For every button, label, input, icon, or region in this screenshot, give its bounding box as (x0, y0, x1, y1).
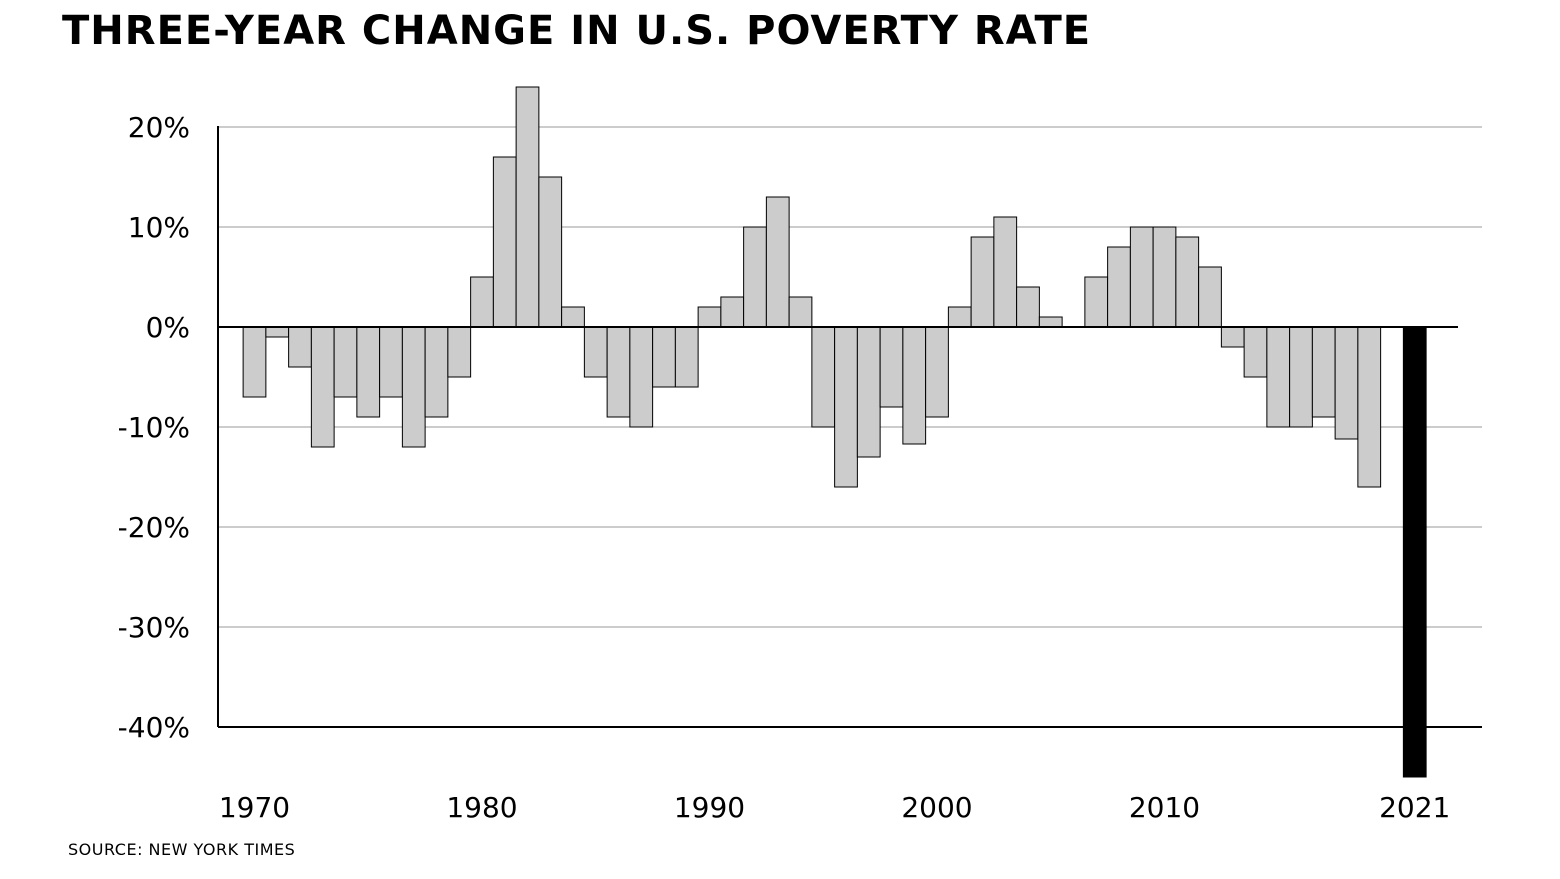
y-tick-labels: 20% 10% 0% -10% -20% -30% -40% (118, 111, 190, 744)
y-tick-label: -10% (118, 411, 190, 444)
x-tick-labels: 1970 1980 1990 2000 2010 2021 (219, 791, 1451, 824)
bar-2018 (1334, 326, 1359, 440)
bar-2002 (970, 236, 995, 328)
x-tick-label: 2010 (1129, 791, 1200, 824)
bar-1979 (447, 326, 472, 378)
y-tick-label: -30% (118, 611, 190, 644)
bar-2001 (947, 306, 972, 328)
bar-1988 (652, 326, 676, 388)
bar-2012 (1198, 266, 1222, 328)
bar-2010 (1152, 226, 1177, 328)
x-tick-label: 2021 (1379, 791, 1450, 824)
bar-1993 (765, 196, 790, 328)
bar-1986 (606, 326, 631, 418)
y-tick-label: 20% (128, 111, 190, 144)
bar-1983 (538, 176, 563, 328)
bar-1999 (902, 326, 927, 445)
bar-2011 (1175, 236, 1200, 328)
bar-2008 (1107, 246, 1131, 328)
bar-2014 (1243, 326, 1268, 378)
bar-1972 (288, 326, 312, 368)
bar-1984 (561, 306, 585, 328)
bar-1978 (424, 326, 449, 418)
bar-1987 (629, 326, 654, 428)
x-tick-label: 1970 (219, 791, 290, 824)
bar-2005 (1038, 316, 1063, 328)
bar-2003 (993, 216, 1018, 328)
x-tick-label: 1980 (446, 791, 517, 824)
y-tick-label: -20% (118, 511, 190, 544)
bar-1997 (856, 326, 881, 458)
chart-title: THREE-YEAR CHANGE IN U.S. POVERTY RATE (62, 8, 1092, 54)
bar-1982 (515, 86, 540, 328)
bar-1989 (674, 326, 699, 388)
bar-1998 (879, 326, 904, 408)
bar-1974 (333, 326, 358, 398)
x-tick-label: 1990 (674, 791, 745, 824)
bar-2019 (1357, 326, 1382, 488)
bar-2017 (1311, 326, 1336, 418)
bar-1985 (583, 326, 608, 378)
bar-1980 (470, 276, 494, 328)
bar-1973 (310, 326, 335, 448)
bar-2004 (1016, 286, 1040, 328)
bar-2015 (1266, 326, 1291, 428)
bar-1991 (720, 296, 745, 328)
bar-2013 (1220, 326, 1245, 348)
y-tick-label: 0% (146, 311, 190, 344)
y-tick-label: 10% (128, 211, 190, 244)
bar-1990 (697, 306, 722, 328)
source-note: SOURCE: NEW YORK TIMES (68, 840, 296, 859)
axes (217, 126, 1482, 728)
bar-1981 (492, 156, 517, 328)
bar-2016 (1289, 326, 1313, 428)
bar-1995 (811, 326, 836, 428)
y-tick-label: -40% (118, 711, 190, 744)
bar-2007 (1084, 276, 1109, 328)
bar-2000 (925, 326, 949, 418)
bar-2021 (1402, 326, 1427, 778)
bar-1977 (401, 326, 426, 448)
bars (242, 86, 1427, 778)
bar-1970 (242, 326, 267, 398)
bar-1996 (834, 326, 858, 488)
bar-1992 (743, 226, 767, 328)
bar-1975 (356, 326, 381, 418)
bar-1994 (788, 296, 813, 328)
bar-2009 (1129, 226, 1154, 328)
x-tick-label: 2000 (901, 791, 972, 824)
bar-1971 (265, 326, 290, 338)
bar-1976 (379, 326, 403, 398)
